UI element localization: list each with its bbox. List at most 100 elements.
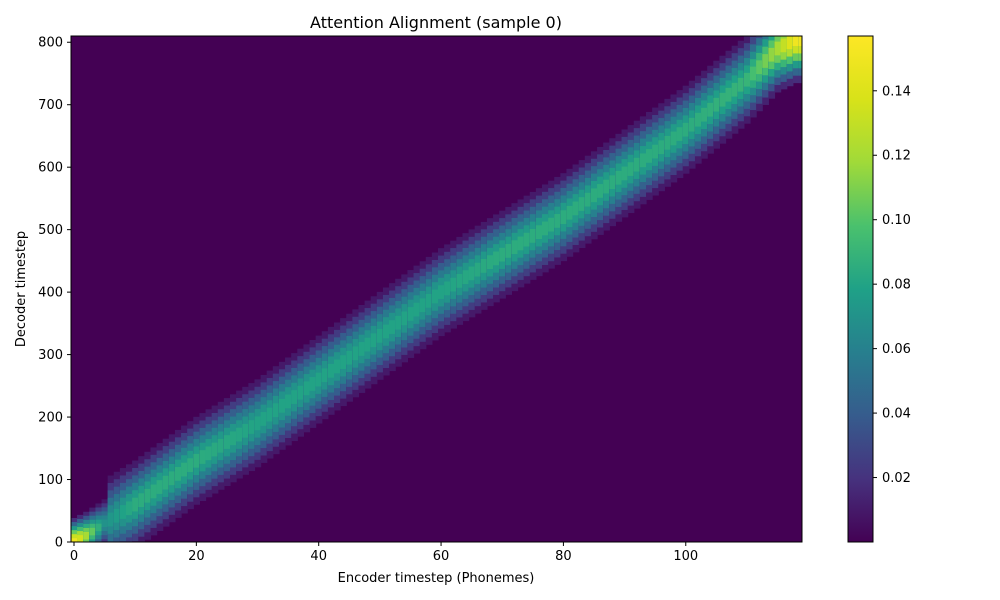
heatmap-cell [395,315,402,330]
heatmap-cell [511,240,519,255]
heatmap-cell [71,534,78,542]
heatmap-cell [223,435,231,449]
heatmap-cell [315,372,323,387]
heatmap-cell [352,346,360,361]
heatmap-cell [633,157,641,172]
heatmap-cell [468,266,476,281]
y-tick-label: 500 [38,223,63,238]
heatmap-cell [499,247,506,262]
heatmap-cell [798,36,802,46]
heatmap-cell [505,244,513,258]
heatmap-cell [413,302,421,317]
heatmap-cell [419,298,427,313]
heatmap-cell [150,484,158,499]
heatmap-cell [450,277,457,292]
x-tick-label: 20 [188,549,205,564]
heatmap-cell [438,285,445,299]
plot-frame [70,35,803,543]
heatmap-cells [71,36,802,542]
heatmap-cell [272,403,280,418]
heatmap-cell [627,162,635,176]
y-tick-label: 200 [38,411,63,426]
heatmap-cell [364,337,372,352]
heatmap-cell [670,131,678,146]
y-tick-label: 300 [38,348,63,363]
heatmap-cell [346,350,353,365]
x-axis-label: Encoder timestep (Phonemes) [338,571,535,586]
heatmap-cell [786,36,794,50]
heatmap-cell [248,420,256,434]
heatmap-cell [676,127,684,141]
heatmap-cell [523,232,531,247]
heatmap-cell [370,333,378,348]
heatmap-cell [560,210,568,225]
heatmap-cell [774,41,782,56]
heatmap-cell [168,471,176,486]
heatmap-cell [107,512,115,527]
heatmap-cell [743,72,751,87]
heatmap-cell [297,385,305,400]
colorbar [847,35,874,543]
y-tick-label: 400 [38,286,63,301]
heatmap-cell [707,102,714,117]
heatmap-cell [382,324,390,339]
heatmap-cell [101,519,109,528]
heatmap-cell [309,377,317,391]
heatmap-cell [658,140,665,155]
heatmap-cell [713,97,721,112]
heatmap-cell [187,458,194,473]
x-tick-label: 80 [555,549,572,564]
x-tick-label: 100 [673,549,698,564]
heatmap-cell [132,497,139,512]
heatmap-cell [334,359,341,374]
heatmap-cell [291,390,298,404]
heatmap-cell [126,501,133,516]
x-tick-label: 60 [433,549,450,564]
heatmap-cell [474,262,482,277]
heatmap-cell [578,197,586,211]
colorbar-tick-label: 0.08 [882,278,911,293]
heatmap-cell [358,342,366,356]
heatmap-cell [113,508,121,523]
colorbar-ticks: 0.02 0.04 0.06 0.08 0.10 0.12 0.14 [873,84,911,486]
heatmap-cell [572,201,580,216]
heatmap-cell [242,423,249,438]
y-axis-label: Decoder timestep [14,231,29,347]
heatmap-cell [303,381,311,396]
heatmap-cell [340,355,347,369]
heatmap-cell [260,412,268,426]
heatmap-cell [694,112,702,127]
y-tick-label: 100 [38,473,63,488]
heatmap-cell [480,259,488,273]
heatmap-cell [174,467,182,481]
y-tick-label: 800 [38,36,63,51]
colorbar-tick-label: 0.04 [882,407,911,422]
heatmap-cell [621,166,629,181]
heatmap-cell [584,192,592,207]
heatmap-cell [664,135,672,150]
heatmap-cell [205,446,213,461]
heatmap-cell [701,107,708,122]
heatmap-cell [646,149,653,163]
heatmap-cell [181,462,188,477]
heatmap-cell [737,77,745,92]
heatmap-cell [792,36,800,46]
heatmap-cell [321,368,329,383]
heatmap-cell [517,236,525,251]
heatmap-cell [639,153,647,168]
heatmap-cell [254,416,262,431]
heatmap-cell [119,505,127,519]
heatmap-cell [266,407,274,422]
heatmap-cell [278,398,286,413]
heatmap-cell [217,438,225,453]
heatmap-cell [236,427,243,442]
heatmap-cell [193,453,201,468]
heatmap-cell [609,175,617,190]
heatmap-cell [327,363,335,378]
heatmap-cell [762,54,769,68]
heatmap-cell [456,274,464,288]
heatmap-cell [780,38,788,53]
heatmap-cell [77,535,84,542]
heatmap-cell [652,144,659,159]
